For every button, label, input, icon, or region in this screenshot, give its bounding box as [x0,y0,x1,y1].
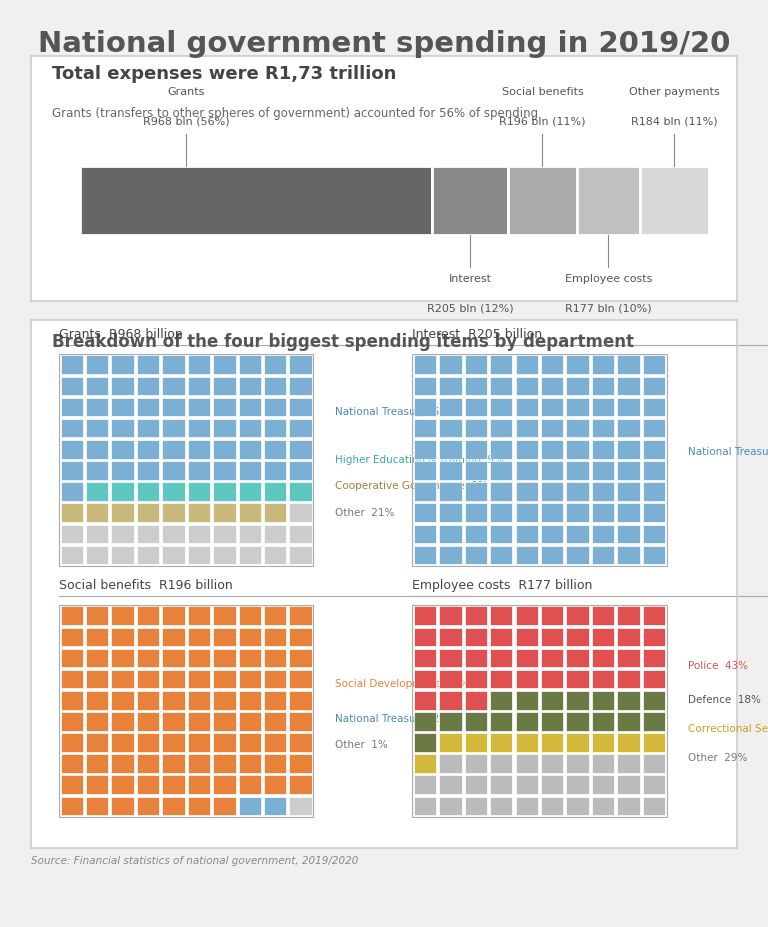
Text: Other  29%: Other 29% [688,754,747,763]
FancyBboxPatch shape [80,166,432,235]
FancyBboxPatch shape [432,166,508,235]
Text: Employee costs: Employee costs [564,274,652,285]
Text: R968 bln (56%): R968 bln (56%) [143,117,229,127]
Text: Grants (transfers to other spheres of government) accounted for 56% of spending: Grants (transfers to other spheres of go… [52,108,538,121]
Text: National Treasury  2%: National Treasury 2% [335,714,449,724]
Text: Total expenses were R1,73 trillion: Total expenses were R1,73 trillion [52,66,396,83]
Text: Other payments: Other payments [629,87,720,97]
Text: Grants  R968 billion: Grants R968 billion [59,328,183,341]
Text: Social Development  97%: Social Development 97% [335,679,468,690]
Text: Grants: Grants [167,87,204,97]
Text: Social benefits  R196 billion: Social benefits R196 billion [59,579,233,592]
Text: Interest: Interest [449,274,492,285]
Text: R205 bln (12%): R205 bln (12%) [427,304,513,313]
Text: Other  21%: Other 21% [335,508,394,517]
FancyBboxPatch shape [508,166,577,235]
Text: Correctional Services  10%: Correctional Services 10% [688,724,768,734]
Text: National Treasury  100%: National Treasury 100% [688,447,768,457]
Text: Cooperative Governance  9%: Cooperative Governance 9% [335,481,487,491]
FancyBboxPatch shape [577,166,640,235]
Text: Other  1%: Other 1% [335,740,387,750]
FancyBboxPatch shape [640,166,709,235]
Text: National Treasury  61%: National Treasury 61% [335,407,455,417]
Text: Defence  18%: Defence 18% [688,695,760,705]
Text: Interest  R205 billion: Interest R205 billion [412,328,542,341]
Text: Social benefits: Social benefits [502,87,583,97]
Text: Source: Financial statistics of national government, 2019/2020: Source: Financial statistics of national… [31,856,358,866]
Text: R177 bln (10%): R177 bln (10%) [565,304,652,313]
Text: Police  43%: Police 43% [688,661,748,671]
Text: R184 bln (11%): R184 bln (11%) [631,117,718,127]
Text: R196 bln (11%): R196 bln (11%) [499,117,586,127]
Text: Higher Education & Training  9%: Higher Education & Training 9% [335,455,504,464]
Text: Breakdown of the four biggest spending items by department: Breakdown of the four biggest spending i… [52,333,634,351]
Text: National government spending in 2019/20: National government spending in 2019/20 [38,30,731,57]
Text: Employee costs  R177 billion: Employee costs R177 billion [412,579,593,592]
